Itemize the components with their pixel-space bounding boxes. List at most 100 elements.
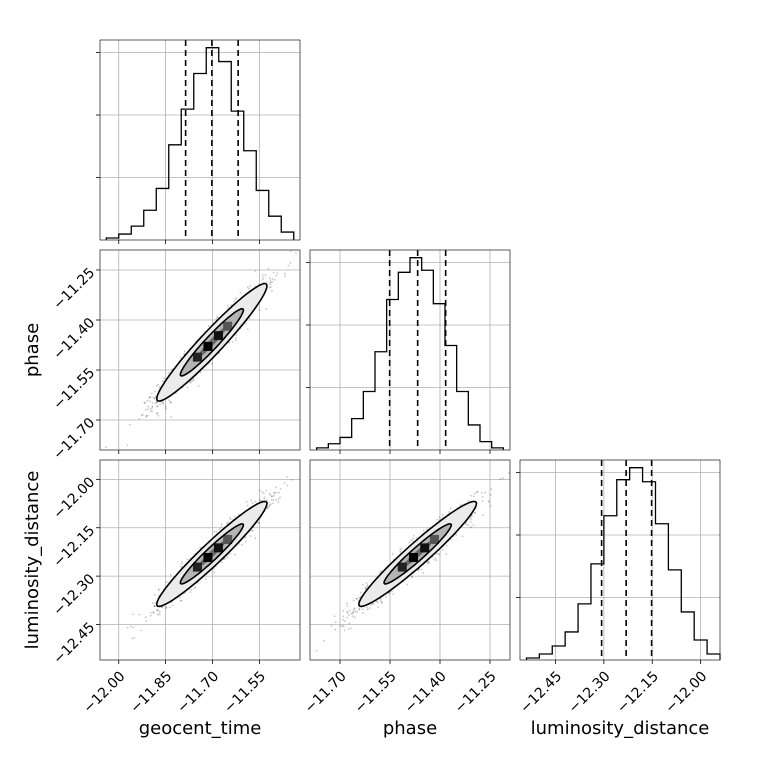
sample-point bbox=[270, 281, 272, 283]
sample-point bbox=[284, 275, 287, 278]
sample-point bbox=[262, 276, 265, 279]
sample-point bbox=[352, 611, 354, 614]
sample-point bbox=[433, 558, 436, 561]
sample-point bbox=[258, 309, 261, 312]
sample-point bbox=[149, 407, 152, 410]
sample-point bbox=[189, 381, 192, 384]
sample-point bbox=[342, 625, 345, 627]
sample-point bbox=[186, 386, 189, 389]
sample-point bbox=[455, 534, 458, 536]
sample-point bbox=[344, 620, 346, 622]
sample-point bbox=[283, 482, 286, 485]
sample-point bbox=[146, 408, 149, 411]
sample-point bbox=[159, 403, 162, 406]
sample-point bbox=[289, 250, 292, 252]
y-tick-label-luminosity_distance: −12.15 bbox=[50, 523, 98, 571]
sample-point bbox=[342, 615, 345, 618]
sample-point bbox=[359, 591, 362, 594]
sample-point bbox=[254, 270, 257, 272]
sample-point bbox=[399, 548, 402, 551]
sample-point bbox=[460, 503, 463, 506]
sample-point bbox=[181, 560, 184, 563]
sample-point bbox=[265, 499, 268, 502]
sample-point bbox=[358, 608, 361, 611]
sample-point bbox=[272, 271, 275, 274]
sample-point bbox=[148, 400, 151, 402]
sample-point bbox=[220, 523, 223, 526]
sample-point bbox=[366, 585, 369, 588]
sample-point bbox=[380, 602, 383, 605]
sample-point bbox=[128, 423, 131, 426]
sample-point bbox=[290, 478, 293, 481]
sample-point bbox=[154, 593, 156, 596]
sample-point bbox=[376, 600, 378, 603]
scatter-panel-geocent_time-phase bbox=[99, 249, 301, 451]
sample-point bbox=[226, 304, 229, 307]
sample-point bbox=[151, 401, 154, 404]
x-tick-label-geocent_time: −11.85 bbox=[127, 668, 175, 716]
sample-point bbox=[334, 628, 337, 631]
sample-point bbox=[104, 446, 107, 449]
sample-point bbox=[275, 491, 278, 494]
sample-point bbox=[130, 625, 132, 628]
sample-point bbox=[138, 418, 141, 420]
sample-point bbox=[156, 609, 159, 612]
density-cell bbox=[429, 534, 439, 544]
sample-point bbox=[365, 582, 368, 585]
sample-point bbox=[149, 396, 152, 399]
sample-point bbox=[153, 605, 156, 607]
sample-point bbox=[473, 512, 476, 514]
sample-point bbox=[258, 489, 261, 492]
sample-point bbox=[261, 278, 264, 281]
sample-point bbox=[165, 407, 167, 410]
sample-point bbox=[484, 491, 487, 494]
density-cell bbox=[213, 331, 223, 341]
sample-point bbox=[473, 492, 476, 495]
panel-frame bbox=[309, 459, 511, 661]
sample-point bbox=[150, 392, 153, 395]
x-tick-label-luminosity_distance: −12.00 bbox=[662, 668, 710, 716]
sample-point bbox=[488, 501, 491, 503]
sample-point bbox=[269, 494, 272, 496]
sample-point bbox=[163, 377, 166, 380]
sample-point bbox=[470, 494, 472, 497]
sample-point bbox=[346, 605, 349, 607]
y-tick-label-phase: −11.25 bbox=[50, 265, 98, 313]
sample-point bbox=[266, 507, 269, 510]
sample-point bbox=[152, 611, 154, 614]
sample-point bbox=[353, 607, 356, 610]
sample-point bbox=[333, 615, 336, 618]
sample-point bbox=[470, 526, 473, 529]
sample-point bbox=[234, 298, 237, 301]
panel-frame bbox=[99, 459, 301, 661]
sample-point bbox=[152, 396, 155, 399]
sample-point bbox=[270, 495, 273, 498]
sample-point bbox=[346, 611, 349, 614]
sample-point bbox=[273, 278, 276, 281]
sample-point bbox=[196, 581, 199, 584]
sample-point bbox=[220, 525, 223, 528]
sample-point bbox=[392, 593, 395, 596]
sample-point bbox=[131, 637, 134, 640]
sample-point bbox=[212, 568, 215, 570]
density-cell bbox=[223, 321, 233, 331]
sample-point bbox=[197, 385, 200, 388]
x-tick-label-phase: −11.70 bbox=[302, 668, 350, 716]
sample-point bbox=[351, 615, 354, 618]
sample-point bbox=[489, 494, 492, 496]
sample-point bbox=[149, 395, 151, 398]
y-tick-label-luminosity_distance: −12.00 bbox=[50, 474, 98, 522]
sample-point bbox=[361, 612, 364, 614]
sample-point bbox=[341, 625, 344, 628]
x-tick-label-phase: −11.25 bbox=[452, 668, 500, 716]
sample-point bbox=[235, 333, 238, 336]
sample-point bbox=[482, 514, 484, 517]
sample-point bbox=[169, 573, 172, 576]
sample-point bbox=[315, 649, 318, 652]
sample-point bbox=[286, 484, 289, 487]
sample-point bbox=[180, 599, 183, 602]
sample-point bbox=[435, 552, 438, 555]
sample-point bbox=[153, 390, 156, 393]
x-axis-label-phase: phase bbox=[383, 718, 437, 739]
